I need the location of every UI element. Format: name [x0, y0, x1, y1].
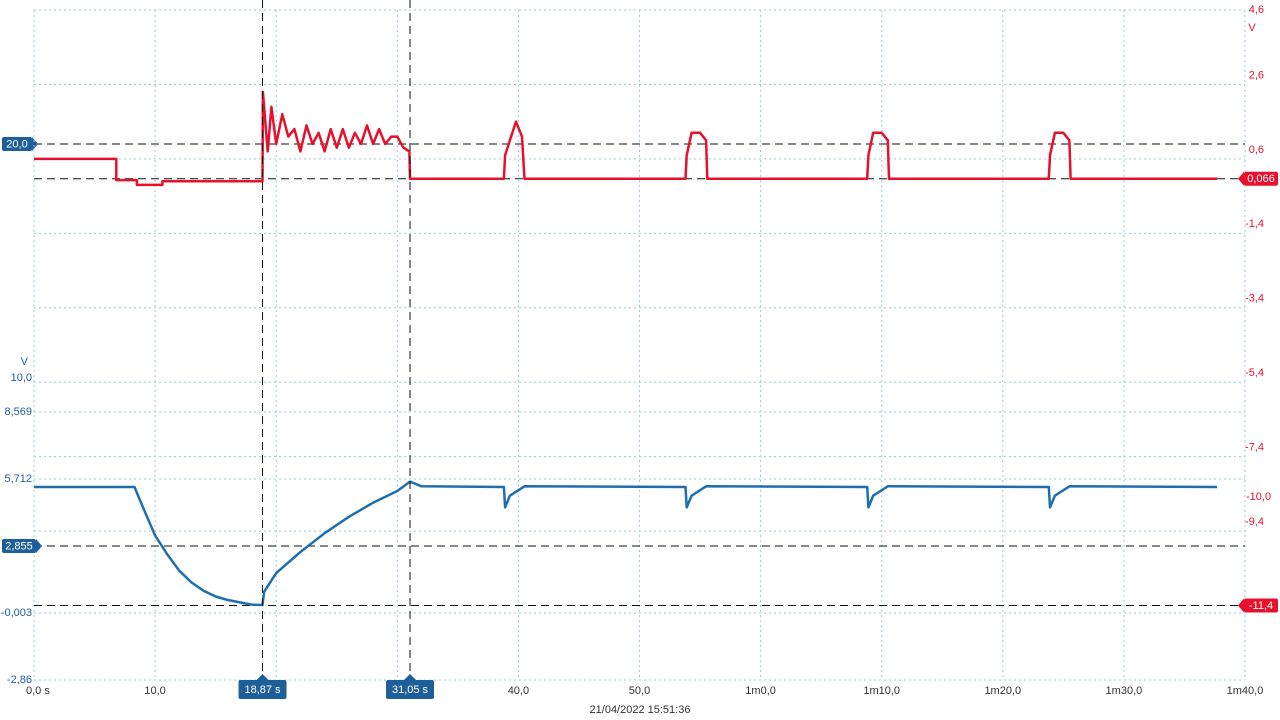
y2-tick-label: 4,6 — [1249, 4, 1264, 16]
x-tick-label: 1m10,0 — [863, 685, 900, 697]
channel-marker-arrow — [32, 137, 38, 151]
level-marker-arrow — [36, 538, 42, 553]
y-unit: V — [21, 356, 29, 368]
cursor-label: 31,05 s — [392, 684, 429, 696]
level-marker-box — [2, 538, 36, 553]
y-tick-label: -0,003 — [1, 607, 32, 619]
y2-tick-label: -1,4 — [1245, 218, 1264, 230]
y-tick-label: 5,712 — [4, 473, 32, 485]
cursor-arrow — [404, 674, 417, 680]
level-marker-label: 2,855 — [5, 540, 33, 552]
level-marker-label: -11,4 — [1249, 600, 1273, 612]
level-marker-arrow — [1238, 598, 1244, 613]
x-tick-label: 1m20,0 — [984, 685, 1021, 697]
channel-marker-box — [2, 137, 32, 151]
cursor-box — [386, 680, 435, 699]
channel-marker: 20,0 — [6, 138, 27, 150]
trace — [34, 480, 1218, 607]
cursor-label: 18,87 s — [244, 684, 281, 696]
cursor-box — [238, 680, 287, 699]
x-tick-label: 1m0,0 — [745, 685, 776, 697]
y-scale-label: 10,0 — [11, 372, 32, 384]
level-marker-arrow — [1238, 171, 1244, 186]
x-tick-label: 10,0 — [144, 685, 165, 697]
y2-tick-label: -9,4 — [1245, 516, 1264, 528]
y2-tick-label: 2,6 — [1249, 69, 1264, 81]
timestamp: 21/04/2022 15:51:36 — [590, 704, 691, 716]
x-tick-label: 40,0 — [508, 685, 529, 697]
y2-tick-label: -3,4 — [1245, 293, 1264, 305]
y2-tick-label: -7,4 — [1245, 442, 1264, 454]
y2-scale-label: -10,0 — [1246, 491, 1271, 503]
y2-tick-label: -5,4 — [1245, 367, 1264, 379]
level-marker-box — [1244, 598, 1278, 613]
level-marker-box — [1244, 171, 1278, 186]
x-tick-label: 1m40,0 — [1227, 685, 1264, 697]
y-tick-label: 8,569 — [4, 406, 32, 418]
trace — [34, 90, 1218, 187]
x-tick-label: 1m30,0 — [1106, 685, 1143, 697]
cursor-arrow — [256, 674, 269, 680]
x-tick-label: 0,0 s — [26, 685, 50, 697]
y2-unit: V — [1248, 22, 1256, 34]
x-tick-label: 50,0 — [629, 685, 650, 697]
y2-tick-label: 0,6 — [1249, 144, 1264, 156]
y-tick-label: -2,86 — [7, 674, 32, 686]
level-marker-label: 0,066 — [1247, 173, 1275, 185]
